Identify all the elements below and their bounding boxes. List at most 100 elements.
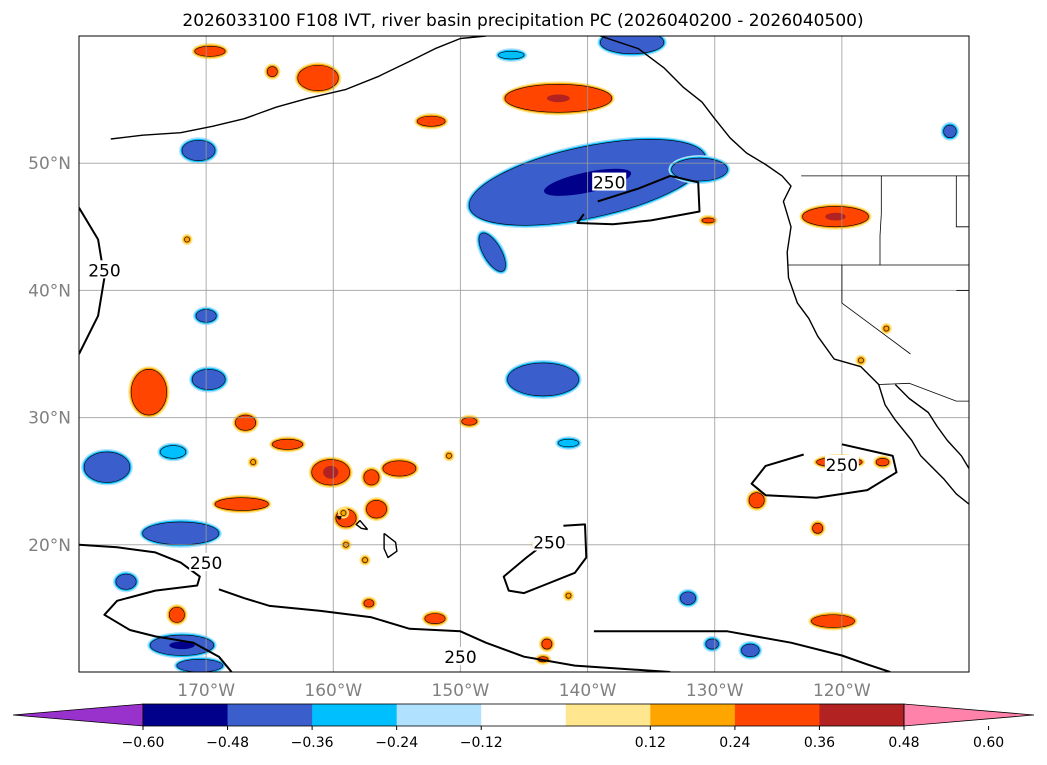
colorbar-bin: [312, 704, 398, 726]
precip-cell: [191, 368, 226, 390]
lon-tick-label: 170°W: [177, 681, 235, 701]
colorbar-tick-label: −0.48: [206, 735, 249, 751]
ivt-contour-label: 250: [444, 648, 476, 668]
ivt-250-contours: 250 250 250 250 250 250: [79, 172, 898, 672]
precip-anomaly-positive: [443, 450, 455, 462]
precip-cell: [943, 124, 957, 139]
precip-cell: [83, 451, 131, 483]
colorbar-bin: [143, 704, 229, 726]
gridlines: [79, 36, 969, 672]
coastline: [600, 36, 969, 505]
precip-cell: [858, 357, 864, 364]
precip-core: [323, 465, 339, 479]
precip-anomaly-positive: [363, 497, 390, 522]
colorbar-bin: [481, 704, 567, 726]
colorbar-tick-label: −0.60: [122, 735, 165, 751]
precip-anomaly-positive: [538, 635, 555, 653]
lat-tick-label: 40°N: [28, 281, 71, 301]
precip-cell: [498, 50, 525, 60]
precip-anomaly-negative: [476, 230, 509, 275]
colorbar-frame: [142, 703, 905, 727]
precip-cell: [748, 492, 765, 509]
precip-anomaly-positive: [360, 466, 383, 489]
precip-cell: [811, 614, 855, 628]
colorbar-tick-label: −0.12: [460, 735, 503, 751]
precip-anomaly-positive: [746, 489, 768, 511]
lon-tick-label: 160°W: [304, 681, 362, 701]
colorbar-bin: [565, 704, 651, 726]
precip-cell: [271, 438, 304, 450]
precip-anomaly-negative: [173, 656, 226, 672]
precip-anomaly-positive: [379, 457, 419, 480]
precip-cell: [507, 362, 579, 397]
colorbar-bin: [227, 704, 313, 726]
ivt-contour-line: [218, 588, 671, 672]
precip-anomaly-positive: [128, 366, 170, 419]
precip-cell: [741, 643, 760, 658]
lon-tick-label: 150°W: [432, 681, 490, 701]
precip-anomaly-negative: [940, 122, 960, 141]
precip-anomaly-negative: [738, 641, 763, 660]
colorbar-tick-label: 0.48: [888, 735, 919, 751]
precip-cell: [266, 66, 278, 78]
border-line: [879, 214, 882, 265]
precip-anomaly-negative: [112, 571, 140, 593]
ivt-contour-line: [593, 630, 891, 672]
precip-cell: [250, 459, 257, 465]
precip-anomaly-positive: [458, 414, 480, 429]
ivt-contour-label: 250: [190, 554, 222, 574]
lat-tick-label: 50°N: [28, 154, 71, 174]
ivt-contour-line: [576, 174, 701, 226]
colorbar-bin: [650, 704, 736, 726]
precip-anomaly-positive: [809, 520, 826, 537]
precip-cell: [340, 510, 347, 516]
contour-label-bg: [189, 552, 224, 571]
colorbar-extend-high: [903, 703, 1035, 727]
precip-anomaly-positive: [808, 611, 858, 631]
contour-label-bg: [443, 647, 478, 666]
precip-cell: [235, 414, 257, 431]
contour-label-bg: [87, 260, 122, 279]
ivt-contour-label: 250: [826, 456, 858, 476]
ivt-contour-label: 250: [88, 261, 120, 281]
ivt-contour-line: [750, 443, 898, 499]
precip-cell: [363, 469, 380, 486]
lon-tick-label: 120°W: [813, 681, 871, 701]
precip-cell: [142, 521, 220, 546]
coastline: [383, 532, 398, 559]
precip-cell: [382, 460, 417, 477]
latitude-tick-labels: 20°N 30°N 40°N 50°N: [28, 154, 71, 556]
precip-cell: [366, 499, 387, 519]
map-background: [79, 36, 969, 672]
precip-cell: [160, 445, 187, 459]
precip-anomaly-positive: [181, 233, 193, 246]
precip-anomaly-positive: [166, 604, 188, 626]
precip-core: [825, 212, 846, 221]
precip-cell: [565, 592, 572, 599]
precip-anomaly-negative: [677, 588, 699, 608]
precip-anomaly-negative: [555, 436, 582, 450]
precip-anomaly-positive: [232, 412, 259, 434]
lat-tick-label: 30°N: [28, 409, 71, 429]
precip-cell: [214, 497, 269, 511]
precip-cell: [671, 157, 728, 182]
precip-core: [546, 94, 570, 103]
colorbar-extend-low: [12, 703, 144, 727]
precip-cell: [363, 599, 375, 608]
contour-label-bg: [592, 172, 627, 191]
precip-anomaly-negative: [178, 137, 219, 164]
colorbar-tick-label: 0.36: [804, 735, 835, 751]
precip-anomaly-positive: [308, 456, 353, 489]
precip-anomaly-positive: [359, 554, 371, 566]
lat-tick-label: 20°N: [28, 536, 71, 556]
precip-anomaly-negative: [495, 48, 527, 62]
map-frame: [78, 35, 970, 673]
colorbar-tick-label: −0.24: [375, 735, 418, 751]
precip-cell: [168, 606, 185, 623]
contour-label-bg: [532, 532, 567, 551]
colorbar-tick-label: 0.24: [719, 735, 750, 751]
precip-cell: [701, 217, 716, 224]
colorbar-bin: [396, 704, 482, 726]
precip-anomaly-positive: [247, 456, 259, 468]
